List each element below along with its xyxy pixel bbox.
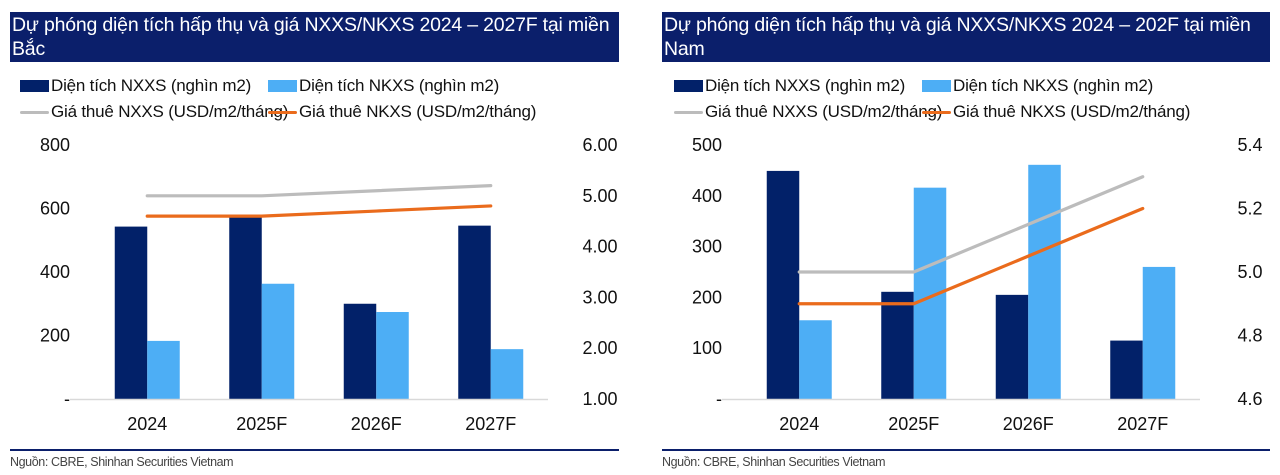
- y-right-tick-label: 6.00: [582, 135, 617, 155]
- legend-swatch-nkxs-area: [268, 80, 297, 92]
- legend-label: Diện tích NXXS (nghìn m2): [51, 76, 252, 95]
- chart-panel-south: Dự phóng diện tích hấp thụ và giá NXXS/N…: [662, 0, 1270, 475]
- y-right-tick-label: 5.2: [1237, 199, 1262, 219]
- bar-nkxs-area: [376, 312, 409, 399]
- y-right-tick-label: 4.6: [1237, 389, 1262, 409]
- legend-swatch-nxxs-area: [674, 80, 703, 92]
- y-right-tick-label: 3.00: [582, 287, 617, 307]
- bar-nkxs-area: [799, 320, 832, 399]
- legend-swatch-nkxs-area: [922, 80, 951, 92]
- line-nxxs-price: [797, 175, 1145, 274]
- legend-swatch-nxxs-area: [20, 80, 49, 92]
- y-right-tick-label: 4.8: [1237, 326, 1262, 346]
- bar-nkxs-area: [1142, 266, 1176, 399]
- legend-label: Giá thuê NXXS (USD/m2/tháng): [51, 102, 289, 121]
- divider: [662, 449, 1270, 451]
- bar-nxxs-area: [458, 225, 491, 399]
- y-left-tick-label: -: [64, 389, 70, 409]
- y-left-tick-label: 600: [40, 199, 70, 219]
- y-left-tick-label: 300: [692, 237, 722, 257]
- line-nkxs-price: [145, 204, 493, 218]
- legend-label: Diện tích NXXS (nghìn m2): [705, 76, 906, 95]
- y-right-tick-label: 1.00: [582, 389, 617, 409]
- legend-label: Diện tích NKXS (nghìn m2): [953, 76, 1154, 95]
- legend-line-nkxs-price: [922, 111, 951, 114]
- chart-panel-north: Dự phóng diện tích hấp thụ và giá NXXS/N…: [10, 0, 619, 475]
- divider: [10, 449, 619, 451]
- y-right-tick-label: 5.00: [582, 186, 617, 206]
- x-tick-label: 2024: [127, 414, 167, 434]
- y-left-tick-label: 100: [692, 338, 722, 358]
- legend-label: Diện tích NKXS (nghìn m2): [299, 76, 500, 95]
- legend-label: Giá thuê NKXS (USD/m2/tháng): [953, 102, 1191, 121]
- source-note: Nguồn: CBRE, Shinhan Securities Vietnam: [662, 455, 886, 469]
- x-tick-label: 2025F: [888, 414, 939, 434]
- line-nkxs-price: [797, 206, 1145, 306]
- y-left-tick-label: 500: [692, 135, 722, 155]
- bar-nkxs-area: [261, 283, 295, 399]
- legend-line-nkxs-price: [268, 111, 297, 114]
- chart-legend: Diện tích NXXS (nghìn m2) Diện tích NKXS…: [10, 74, 619, 126]
- chart-legend: Diện tích NXXS (nghìn m2) Diện tích NKXS…: [662, 74, 1270, 126]
- bar-nxxs-area: [766, 170, 800, 399]
- bar-nxxs-area: [881, 291, 914, 399]
- x-tick-label: 2024: [779, 414, 819, 434]
- y-right-tick-label: 4.00: [582, 237, 617, 257]
- y-right-tick-label: 5.0: [1237, 262, 1262, 282]
- y-left-tick-label: 800: [40, 135, 70, 155]
- bar-nkxs-area: [1028, 164, 1061, 399]
- y-right-tick-label: 2.00: [582, 338, 617, 358]
- line-nxxs-price: [145, 184, 493, 198]
- bar-nkxs-area: [490, 349, 524, 399]
- x-tick-label: 2027F: [465, 414, 516, 434]
- bar-nxxs-area: [1110, 340, 1143, 399]
- bar-nxxs-area: [343, 303, 377, 399]
- bar-nxxs-area: [114, 226, 148, 399]
- y-right-tick-label: 5.4: [1237, 135, 1262, 155]
- legend-label: Giá thuê NXXS (USD/m2/tháng): [705, 102, 943, 121]
- y-left-tick-label: 400: [692, 186, 722, 206]
- bar-nkxs-area: [147, 340, 180, 399]
- legend-line-nxxs-price: [20, 111, 49, 114]
- y-left-tick-label: 200: [40, 326, 70, 346]
- source-note: Nguồn: CBRE, Shinhan Securities Vietnam: [10, 455, 234, 469]
- legend-line-nxxs-price: [674, 111, 703, 114]
- y-left-tick-label: -: [716, 389, 722, 409]
- bar-nxxs-area: [229, 216, 262, 399]
- chart-title: Dự phóng diện tích hấp thụ và giá NXXS/N…: [10, 12, 619, 62]
- y-left-tick-label: 200: [692, 287, 722, 307]
- combo-chart-north: - 200 400 600 800 1.00 2.00 3.00 4.00 5.00 6.00 202…: [40, 135, 618, 434]
- y-left-tick-label: 400: [40, 262, 70, 282]
- legend-label: Giá thuê NKXS (USD/m2/tháng): [299, 102, 537, 121]
- chart-title: Dự phóng diện tích hấp thụ và giá NXXS/N…: [662, 12, 1270, 62]
- combo-chart-south: - 100 200 300 400 500 4.6 4.8 5.0 5.2 5.4 2024 2025F…: [692, 135, 1263, 434]
- x-tick-label: 2026F: [351, 414, 402, 434]
- x-tick-label: 2025F: [236, 414, 287, 434]
- x-tick-label: 2026F: [1003, 414, 1054, 434]
- bar-nxxs-area: [995, 294, 1029, 399]
- x-tick-label: 2027F: [1117, 414, 1168, 434]
